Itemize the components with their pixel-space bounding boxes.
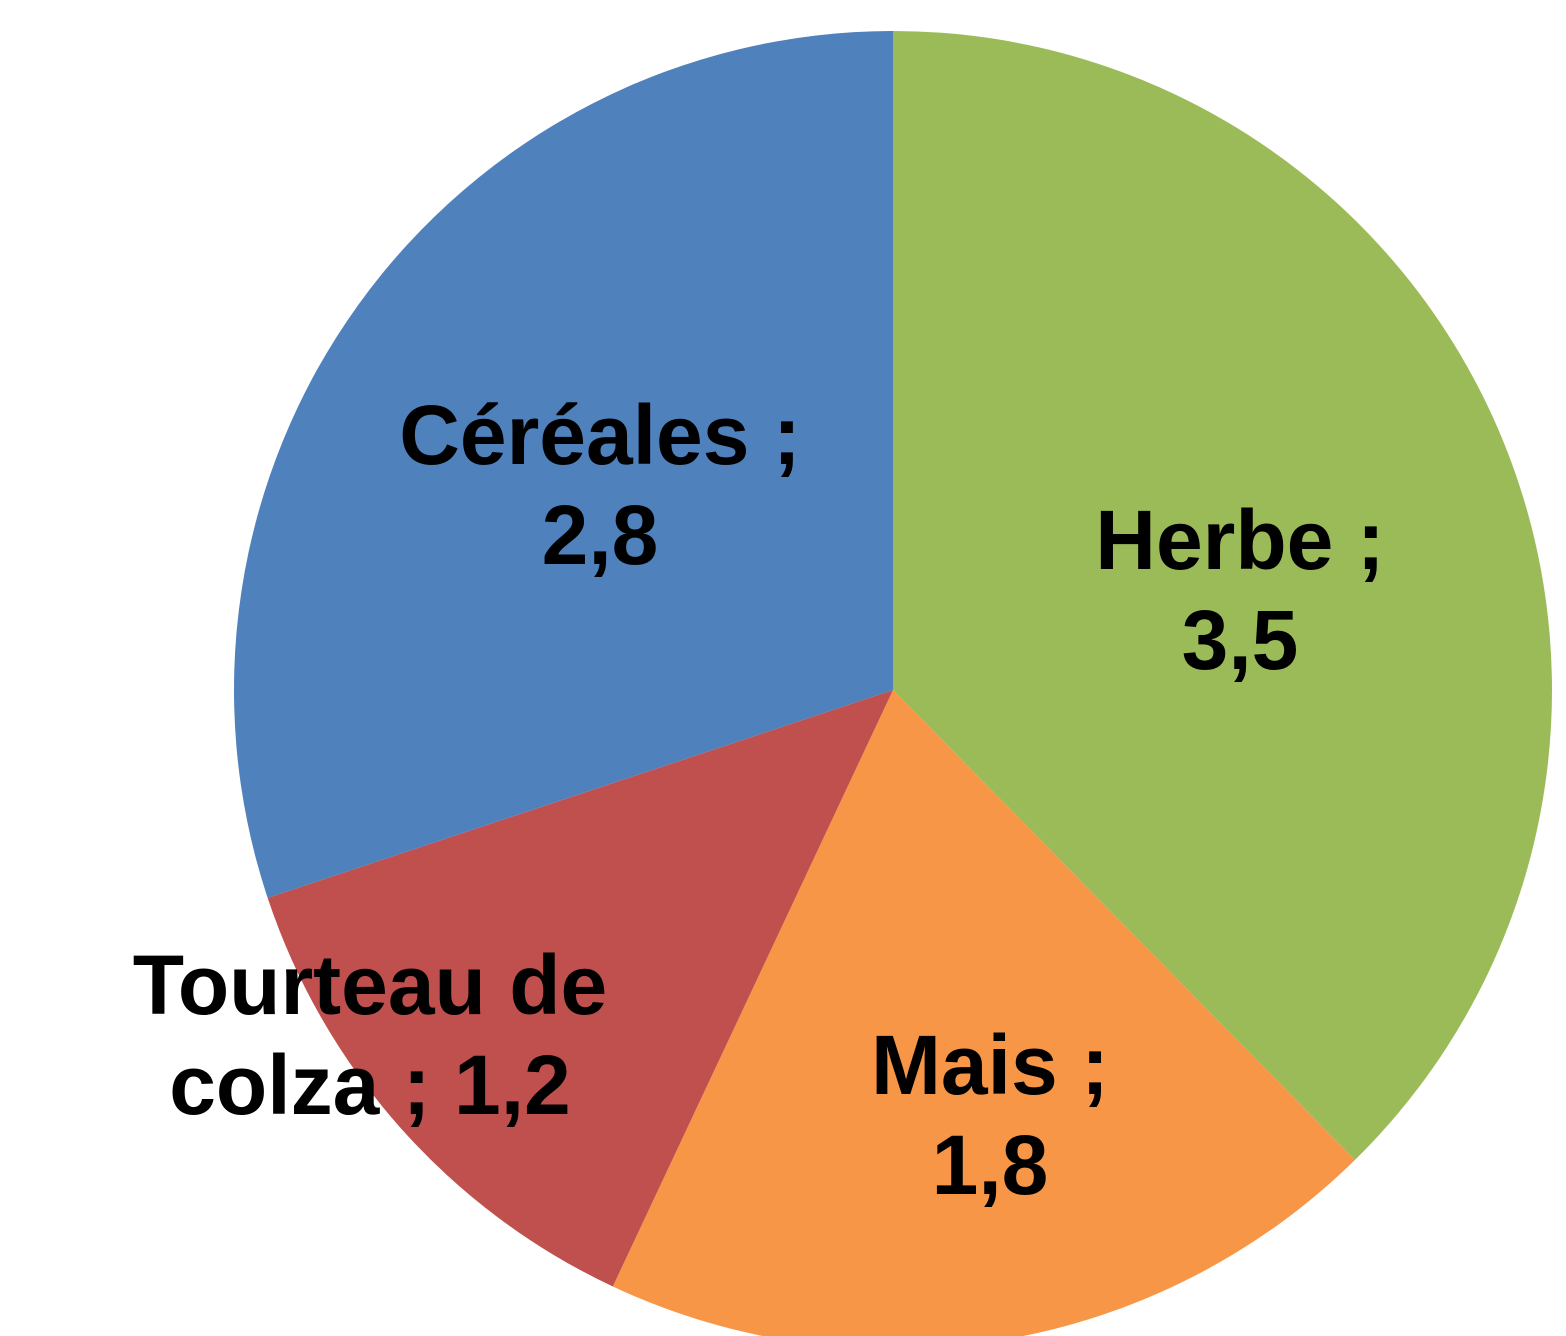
value-label: 3,5 xyxy=(1181,593,1299,687)
pie-slice xyxy=(267,690,893,1287)
data-label: Tourteau de colza ; 1,2 xyxy=(60,935,680,1135)
pie-slice xyxy=(234,31,894,898)
value-label: 1,2 xyxy=(453,1038,571,1132)
category-name: Tourteau de colza xyxy=(132,938,608,1132)
data-label: Céréales ; 2,8 xyxy=(375,385,825,585)
category-name: Céréales xyxy=(399,388,750,482)
separator: ; xyxy=(402,1038,431,1132)
data-label: Mais ; 1,8 xyxy=(815,1015,1165,1215)
separator: ; xyxy=(772,388,801,482)
pie-slice xyxy=(612,690,1356,1336)
category-name: Mais xyxy=(870,1018,1058,1112)
separator: ; xyxy=(1081,1018,1110,1112)
pie-slice xyxy=(893,31,1552,1160)
value-label: 1,8 xyxy=(931,1118,1049,1212)
separator: ; xyxy=(1356,493,1385,587)
data-label: Herbe ; 3,5 xyxy=(1040,490,1440,690)
value-label: 2,8 xyxy=(541,488,659,582)
category-name: Herbe xyxy=(1095,493,1334,587)
